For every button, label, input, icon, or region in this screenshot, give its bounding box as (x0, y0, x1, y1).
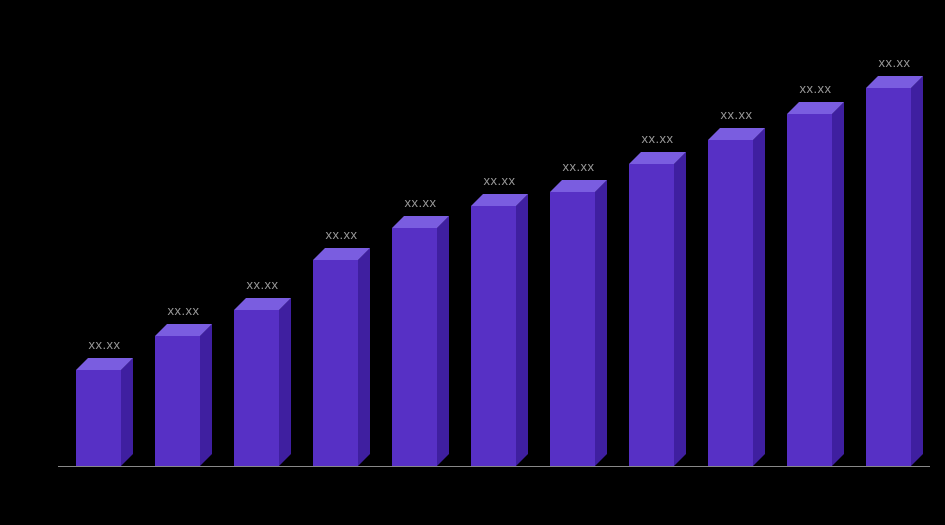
bar-front (708, 140, 753, 466)
bar-value-label: xx.xx (391, 195, 451, 210)
bar-side (437, 216, 449, 466)
bar-front (866, 88, 911, 466)
bar (550, 180, 607, 466)
bar-value-label: xx.xx (707, 107, 767, 122)
bar-value-label: xx.xx (154, 303, 214, 318)
bar (155, 324, 212, 466)
bar-side (753, 128, 765, 466)
bar-value-label: xx.xx (470, 173, 530, 188)
x-axis (58, 466, 930, 467)
bar (313, 248, 370, 466)
bar-side (911, 76, 923, 466)
bar-front (76, 370, 121, 466)
bar-value-label: xx.xx (312, 227, 372, 242)
chart-container: xx.xx xx.xx xx.xx xx.xx xx.xx xx.xx xx.xx xx.xx… (0, 0, 945, 525)
bar (234, 298, 291, 466)
bar-value-label: xx.xx (75, 337, 135, 352)
bar (787, 102, 844, 466)
bar (471, 194, 528, 466)
bar-side (674, 152, 686, 466)
bar-front (313, 260, 358, 466)
bar-side (832, 102, 844, 466)
bar-side (516, 194, 528, 466)
bar-side (279, 298, 291, 466)
bar-side (595, 180, 607, 466)
bar-front (550, 192, 595, 466)
bar-side (358, 248, 370, 466)
bar-front (234, 310, 279, 466)
bar-front (471, 206, 516, 466)
bar (76, 358, 133, 466)
bar-front (787, 114, 832, 466)
bar (392, 216, 449, 466)
bar-front (629, 164, 674, 466)
bar-side (121, 358, 133, 466)
bar (629, 152, 686, 466)
bar-side (200, 324, 212, 466)
bar-value-label: xx.xx (786, 81, 846, 96)
bar-value-label: xx.xx (233, 277, 293, 292)
bar-value-label: xx.xx (628, 131, 688, 146)
bar-value-label: xx.xx (549, 159, 609, 174)
bar-front (392, 228, 437, 466)
bar (708, 128, 765, 466)
bar-value-label: xx.xx (865, 55, 925, 70)
bar-front (155, 336, 200, 466)
bar (866, 76, 923, 466)
